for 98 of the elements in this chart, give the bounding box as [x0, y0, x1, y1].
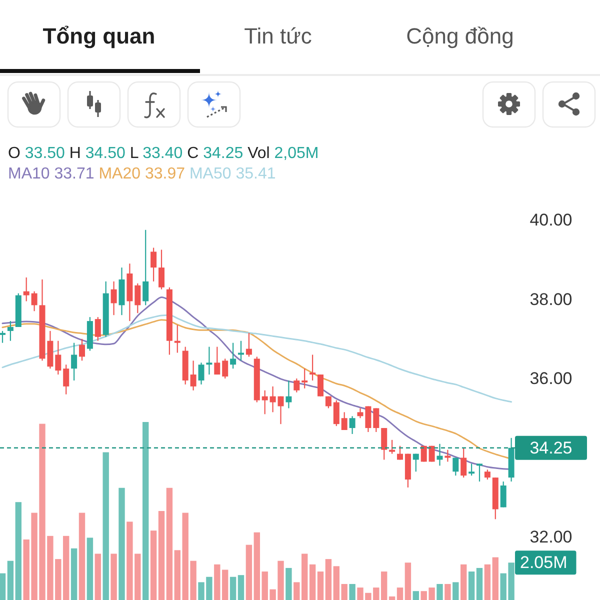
candlestick: [310, 354, 316, 382]
bar: [158, 511, 165, 600]
bar: [254, 532, 260, 600]
candlestick: [94, 316, 101, 342]
bar: [388, 596, 396, 600]
bar: [246, 544, 252, 600]
candlestick: [318, 374, 324, 397]
candlestick: [198, 362, 204, 385]
bar: [444, 584, 451, 600]
bar: [492, 557, 498, 600]
bar: [238, 575, 244, 600]
y-tick-label: 36.00: [530, 369, 572, 388]
bar: [436, 584, 443, 600]
bar: [78, 512, 86, 600]
bar: [70, 548, 78, 600]
candlestick: [452, 457, 459, 476]
candlestick: [190, 360, 196, 391]
bar: [15, 502, 22, 600]
bar: [0, 573, 6, 600]
bar: [142, 422, 149, 600]
text: MA10 33.71: [8, 166, 94, 182]
candlestick: [412, 453, 419, 472]
text: Cộng đồng: [406, 24, 514, 48]
bar: [325, 559, 332, 600]
line-series: [2, 314, 512, 403]
candlestick: [110, 280, 117, 316]
bar: [102, 452, 109, 600]
bar: [86, 538, 94, 600]
candlestick: [31, 290, 38, 312]
bar: [404, 562, 412, 600]
y-tick-label: 34.25: [530, 438, 572, 458]
candlestick: [206, 346, 212, 376]
candlestick: [444, 449, 451, 462]
candlestick: [476, 463, 482, 482]
candlestick: [294, 378, 300, 393]
bar: [460, 564, 467, 600]
candlestick: [278, 396, 284, 425]
y-tick-label: 32.00: [530, 528, 572, 546]
bar: [333, 566, 340, 600]
candlestick: [286, 380, 292, 409]
candlestick: [349, 416, 356, 435]
candlestick: [222, 358, 228, 380]
bar: [484, 564, 491, 600]
bar: [166, 488, 173, 600]
candlestick: [484, 469, 490, 480]
candlestick: [158, 249, 164, 290]
candlestick: [238, 340, 244, 362]
bar: [230, 576, 236, 600]
bar: [94, 554, 101, 600]
bar: [174, 550, 180, 600]
candlestick: [381, 427, 388, 460]
bar: [412, 591, 419, 600]
y-tick-label: 38.00: [530, 290, 572, 309]
candlestick: [389, 439, 396, 454]
bar: [476, 568, 483, 600]
candlestick: [150, 247, 157, 282]
bar: [7, 560, 14, 600]
bar: [349, 584, 356, 600]
candlestick: [142, 229, 149, 306]
candlestick: [460, 447, 467, 478]
candlestick: [341, 412, 348, 431]
candlestick: [55, 340, 62, 376]
bar: [317, 572, 324, 600]
candlestick: [262, 390, 268, 415]
candlestick: [134, 282, 141, 314]
candlestick: [0, 330, 6, 344]
candlestick: [397, 445, 403, 460]
y-tick-label: 40.00: [530, 210, 572, 230]
candlestick: [79, 338, 85, 362]
bar: [309, 564, 316, 600]
candlestick: [63, 364, 70, 395]
bar: [341, 584, 348, 600]
bar: [110, 554, 117, 600]
candlestick: [468, 463, 475, 476]
candlestick: [246, 332, 252, 358]
text: MA50 35.41: [189, 166, 276, 182]
text: Tổng quan: [42, 24, 156, 48]
candlestick: [230, 342, 236, 370]
candlestick: [373, 408, 380, 433]
bar: [452, 582, 459, 600]
bar: [150, 530, 157, 600]
text: MA20 33.97: [98, 166, 186, 182]
candlestick: [71, 342, 78, 382]
candlestick: [7, 320, 14, 342]
text: 2.05M: [520, 553, 568, 572]
candlestick: [333, 400, 340, 427]
bar: [286, 568, 292, 600]
bar: [118, 488, 125, 600]
bar: [468, 572, 475, 600]
candlestick: [174, 324, 180, 354]
bar: [396, 588, 404, 600]
candlestick: [500, 480, 506, 508]
text: O 33.50 H 34.50 L 33.40 C 34.25 Vol 2,05M: [8, 144, 319, 162]
candlestick: [270, 386, 276, 413]
candlestick: [302, 368, 308, 389]
candlestick: [214, 346, 220, 376]
text: Tin tức: [244, 24, 312, 48]
candlestick: [23, 276, 30, 302]
